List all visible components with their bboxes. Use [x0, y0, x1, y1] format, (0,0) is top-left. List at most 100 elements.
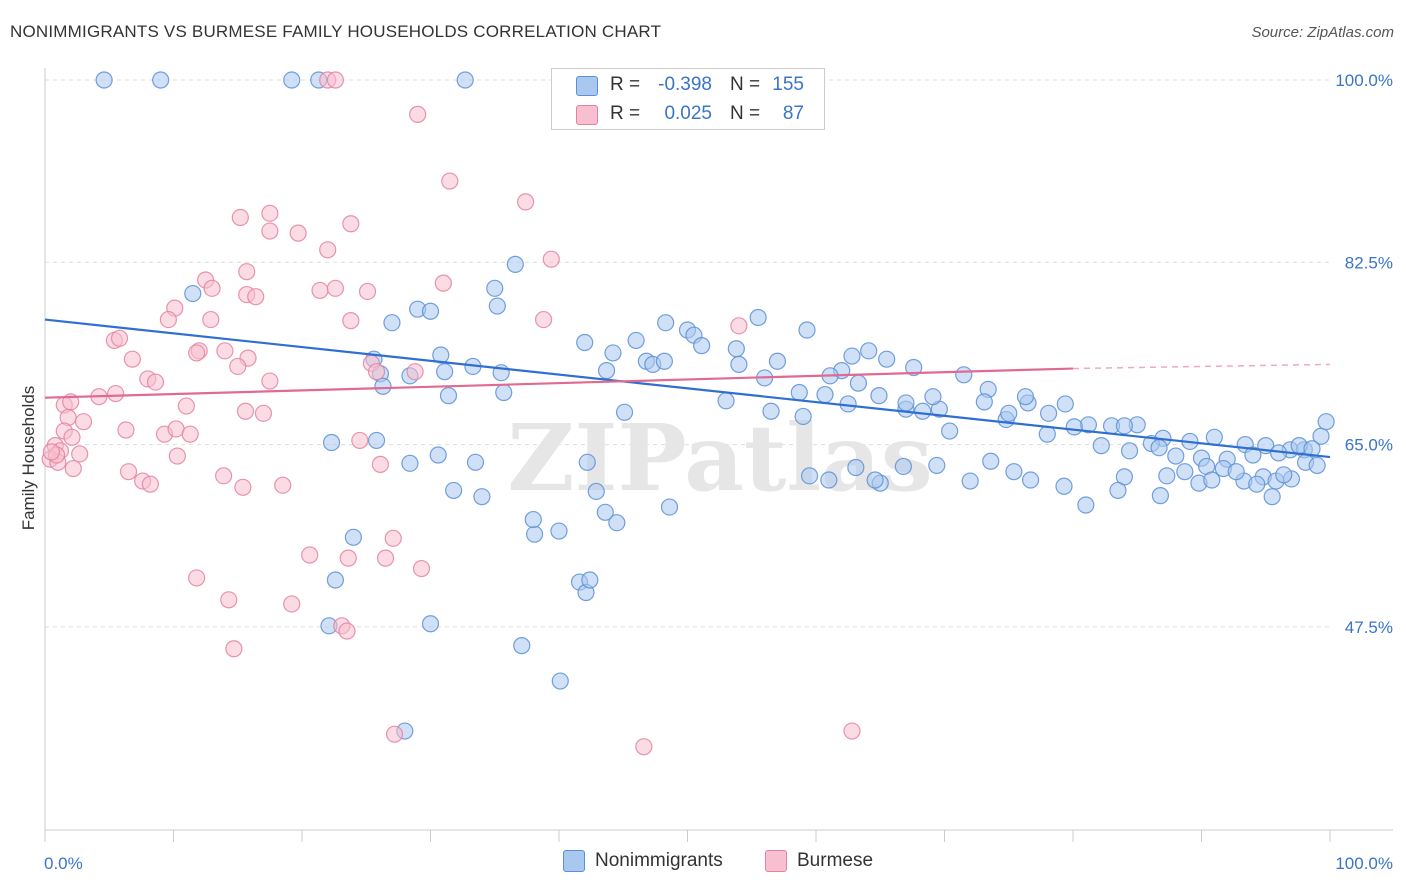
point-burmese	[351, 431, 369, 450]
point-nonimmigrants	[1016, 388, 1035, 406]
point-nonimmigrants	[798, 321, 816, 339]
point-nonimmigrants	[657, 314, 675, 332]
point-burmese	[409, 105, 427, 123]
point-burmese	[181, 425, 199, 443]
point-nonimmigrants	[473, 488, 491, 506]
point-nonimmigrants	[383, 314, 401, 332]
y-tick-label: 47.5%	[1345, 618, 1393, 637]
stats-r-value: -0.398	[658, 74, 712, 95]
point-nonimmigrants	[1077, 496, 1095, 514]
y-tick-label: 65.0%	[1345, 436, 1393, 455]
point-burmese	[412, 559, 431, 578]
point-nonimmigrants	[717, 392, 735, 410]
point-burmese	[71, 445, 89, 463]
point-nonimmigrants	[1005, 463, 1023, 481]
point-nonimmigrants	[513, 637, 531, 655]
point-nonimmigrants	[878, 350, 896, 368]
stats-n-value: 87	[782, 103, 804, 124]
point-burmese	[542, 250, 560, 268]
point-nonimmigrants	[525, 525, 544, 543]
point-burmese	[358, 282, 377, 301]
point-nonimmigrants	[551, 672, 569, 690]
point-nonimmigrants	[495, 383, 513, 402]
point-nonimmigrants	[924, 388, 942, 406]
point-nonimmigrants	[615, 403, 634, 421]
point-burmese	[434, 274, 452, 292]
point-burmese	[247, 288, 265, 306]
point-nonimmigrants	[843, 347, 861, 365]
point-burmese	[146, 373, 165, 391]
point-nonimmigrants	[436, 363, 454, 381]
legend-item-burmese[interactable]: Burmese	[765, 850, 873, 872]
trend-line-nonimmigrants	[44, 318, 1331, 459]
point-nonimmigrants	[439, 387, 458, 405]
point-nonimmigrants	[894, 457, 912, 476]
stats-r-label: R =	[610, 103, 641, 124]
chart-title: NONIMMIGRANTS VS BURMESE FAMILY HOUSEHOL…	[10, 22, 662, 41]
point-burmese	[202, 310, 220, 329]
point-nonimmigrants	[550, 522, 568, 540]
stats-swatch-nonimmigrants	[576, 76, 598, 96]
point-nonimmigrants	[1205, 428, 1223, 446]
point-nonimmigrants	[800, 467, 819, 485]
point-nonimmigrants	[152, 71, 170, 89]
point-nonimmigrants	[283, 71, 301, 89]
point-nonimmigrants	[627, 331, 645, 350]
stats-row-burmese: R = 0.025 N = 87	[552, 100, 826, 130]
point-burmese	[238, 263, 256, 281]
stats-box: R = -0.398 N = 155 R = 0.025 N = 87	[551, 68, 825, 130]
point-nonimmigrants	[982, 452, 1000, 470]
point-nonimmigrants	[421, 615, 440, 633]
point-nonimmigrants	[975, 393, 993, 411]
point-nonimmigrants	[581, 571, 599, 589]
point-nonimmigrants	[941, 422, 959, 440]
x-tick-labels: 0.0% 100.0%	[44, 854, 1393, 873]
y-tick-labels: 47.5% 65.0% 82.5% 100.0%	[1335, 71, 1393, 637]
x-tick-label: 100.0%	[1335, 854, 1393, 873]
point-nonimmigrants	[326, 571, 345, 589]
point-burmese	[188, 569, 206, 587]
legend-label-nonimmigrants: Nonimmigrants	[595, 850, 723, 871]
point-nonimmigrants	[421, 302, 440, 320]
point-nonimmigrants	[597, 362, 616, 380]
point-burmese	[376, 549, 395, 567]
point-nonimmigrants	[1227, 463, 1245, 481]
point-nonimmigrants	[401, 454, 419, 472]
point-nonimmigrants	[486, 279, 504, 297]
point-nonimmigrants	[790, 383, 808, 402]
point-burmese	[338, 622, 356, 640]
point-nonimmigrants	[604, 344, 622, 362]
point-burmese	[261, 204, 279, 222]
point-nonimmigrants	[429, 446, 447, 464]
point-nonimmigrants	[322, 433, 341, 452]
point-nonimmigrants	[860, 342, 878, 360]
point-burmese	[188, 344, 206, 362]
point-burmese	[311, 281, 329, 300]
point-nonimmigrants	[1056, 395, 1074, 413]
point-burmese	[367, 363, 386, 381]
y-axis-label: Family Households	[19, 386, 38, 531]
stats-row-nonimmigrants: R = -0.398 N = 155	[552, 71, 826, 101]
point-burmese	[229, 357, 247, 376]
y-tick-label: 100.0%	[1335, 71, 1393, 90]
legend-swatch-nonimmigrants	[563, 850, 585, 872]
point-nonimmigrants	[1275, 466, 1293, 484]
point-nonimmigrants	[524, 510, 542, 529]
point-burmese	[274, 476, 292, 494]
point-burmese	[516, 193, 535, 211]
point-nonimmigrants	[928, 456, 946, 475]
point-nonimmigrants	[1055, 477, 1073, 495]
point-burmese	[406, 363, 424, 381]
point-burmese	[534, 310, 553, 329]
point-nonimmigrants	[1317, 413, 1335, 431]
point-nonimmigrants	[847, 458, 865, 477]
point-nonimmigrants	[374, 377, 392, 395]
point-burmese	[177, 397, 195, 415]
point-burmese	[123, 350, 141, 368]
point-burmese	[384, 529, 402, 547]
point-burmese	[234, 478, 252, 496]
point-burmese	[289, 224, 307, 242]
point-nonimmigrants	[1176, 463, 1194, 481]
legend-item-nonimmigrants[interactable]: Nonimmigrants	[563, 850, 723, 872]
